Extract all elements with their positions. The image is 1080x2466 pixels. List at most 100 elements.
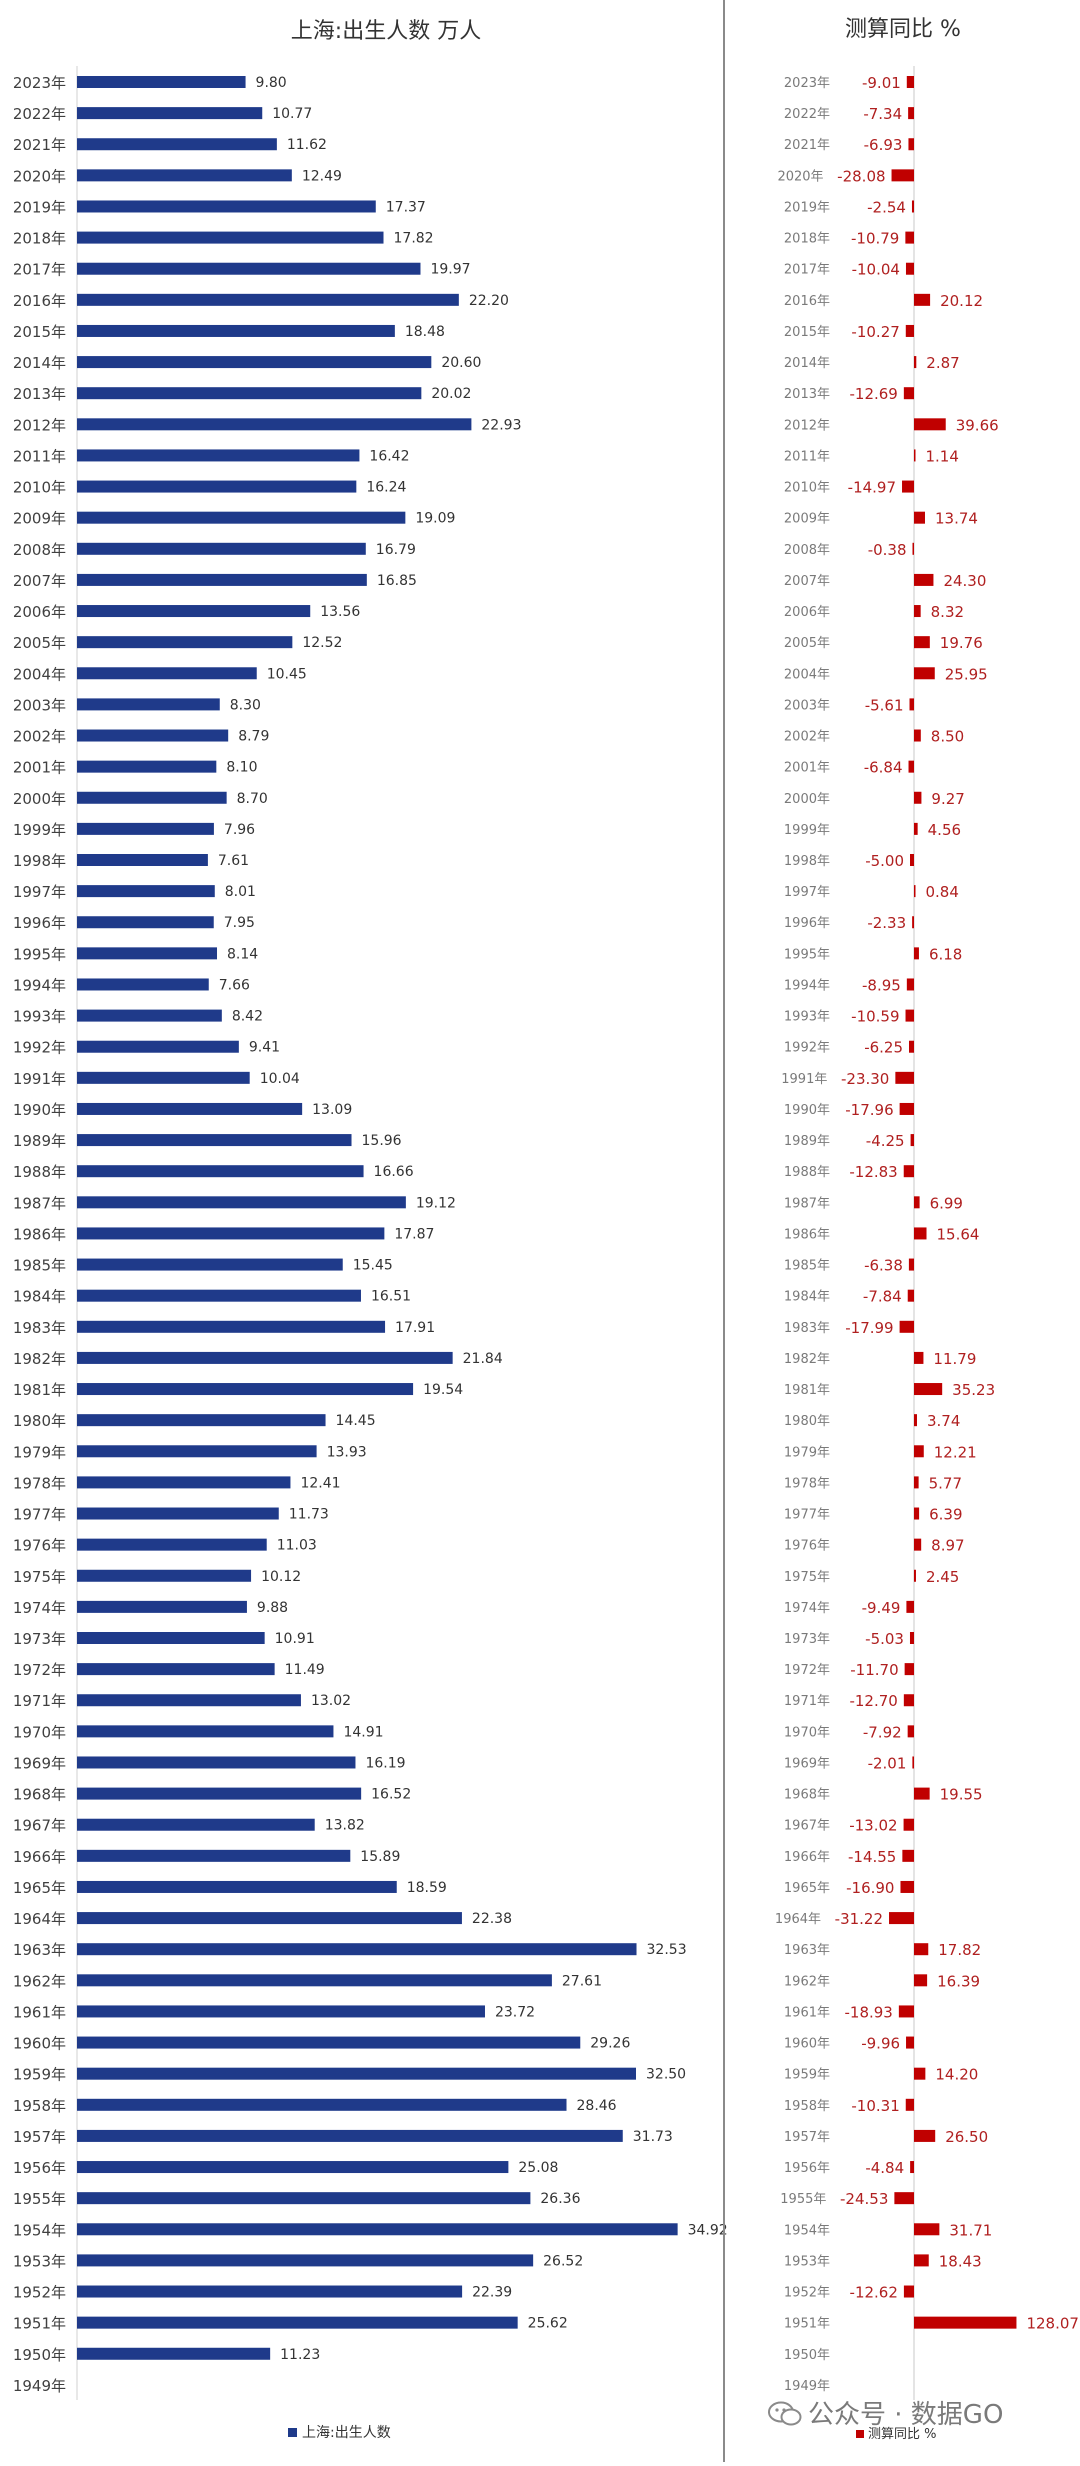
left-tick-label: 2021年 bbox=[13, 136, 66, 154]
left-data-label: 15.96 bbox=[362, 1133, 402, 1149]
right-data-label: -23.30 bbox=[841, 1070, 889, 1088]
left-tick-label: 2000年 bbox=[13, 790, 66, 808]
left-bar bbox=[77, 1507, 279, 1520]
left-tick-label: 2003年 bbox=[13, 696, 66, 714]
left-data-label: 16.19 bbox=[365, 1755, 405, 1771]
right-data-label: -8.95 bbox=[862, 976, 901, 994]
right-tick-label: 1986年 bbox=[784, 1227, 830, 1242]
right-data-label: -5.00 bbox=[865, 852, 904, 870]
right-bar bbox=[912, 1756, 914, 1769]
right-tick-label: 1985年 bbox=[784, 1259, 830, 1274]
left-bar bbox=[77, 2129, 623, 2142]
right-tick-label: 1973年 bbox=[784, 1632, 830, 1647]
right-data-label: -4.25 bbox=[866, 1132, 905, 1150]
left-data-label: 11.49 bbox=[285, 1662, 325, 1678]
left-data-label: 25.08 bbox=[518, 2160, 558, 2176]
right-bar bbox=[909, 1040, 914, 1053]
right-tick-label: 1963年 bbox=[784, 1943, 830, 1958]
left-bar bbox=[77, 1600, 247, 1613]
left-bar bbox=[77, 1756, 356, 1769]
left-data-label: 10.12 bbox=[261, 1569, 301, 1585]
right-bar bbox=[914, 885, 916, 898]
right-bar bbox=[914, 667, 935, 680]
left-tick-label: 1962年 bbox=[13, 1972, 66, 1990]
right-tick-label: 1976年 bbox=[784, 1539, 830, 1554]
left-tick-label: 1984年 bbox=[13, 1288, 66, 1306]
left-data-label: 7.96 bbox=[224, 822, 255, 838]
right-tick-label: 2015年 bbox=[784, 325, 830, 340]
left-data-label: 8.79 bbox=[238, 729, 269, 745]
right-data-label: -31.22 bbox=[835, 1910, 883, 1928]
right-bar bbox=[910, 1134, 914, 1147]
right-tick-label: 2010年 bbox=[784, 481, 830, 496]
right-data-label: -0.38 bbox=[868, 541, 907, 559]
left-tick-label: 2005年 bbox=[13, 634, 66, 652]
right-bar bbox=[914, 2223, 940, 2236]
right-data-label: -6.25 bbox=[864, 1039, 903, 1057]
left-data-label: 22.38 bbox=[472, 1911, 512, 1927]
left-bar bbox=[77, 1165, 364, 1178]
left-data-label: 13.82 bbox=[325, 1818, 365, 1834]
left-data-label: 23.72 bbox=[495, 2004, 535, 2020]
right-tick-label: 2023年 bbox=[784, 76, 830, 91]
right-bar bbox=[903, 387, 914, 400]
left-data-label: 20.02 bbox=[431, 386, 471, 402]
left-bar bbox=[77, 542, 366, 555]
right-tick-label: 1988年 bbox=[784, 1165, 830, 1180]
wechat-icon bbox=[768, 2401, 802, 2426]
right-data-label: -18.93 bbox=[844, 2003, 892, 2021]
left-tick-label: 1989年 bbox=[13, 1132, 66, 1150]
right-bar bbox=[906, 978, 914, 991]
right-data-label: 19.55 bbox=[940, 1786, 983, 1804]
right-bar bbox=[914, 822, 918, 835]
left-data-label: 27.61 bbox=[562, 1973, 602, 1989]
left-data-label: 19.54 bbox=[423, 1382, 463, 1398]
left-bar bbox=[77, 1009, 222, 1022]
left-data-label: 11.62 bbox=[287, 137, 327, 153]
right-data-label: -9.01 bbox=[862, 74, 901, 92]
left-data-label: 17.91 bbox=[395, 1320, 435, 1336]
right-bar bbox=[902, 480, 914, 493]
left-bar bbox=[77, 1663, 275, 1676]
left-data-label: 32.53 bbox=[647, 1942, 687, 1958]
right-bar bbox=[914, 1227, 927, 1240]
right-data-label: 13.74 bbox=[935, 510, 978, 528]
right-data-label: 1.14 bbox=[926, 447, 959, 465]
left-data-label: 8.10 bbox=[226, 760, 257, 776]
right-tick-label: 1962年 bbox=[784, 1974, 830, 1989]
left-tick-label: 1999年 bbox=[13, 821, 66, 839]
left-tick-label: 1955年 bbox=[13, 2190, 66, 2208]
left-data-label: 31.73 bbox=[633, 2129, 673, 2145]
left-tick-label: 1978年 bbox=[13, 1474, 66, 1492]
left-data-label: 16.79 bbox=[376, 542, 416, 558]
right-bar bbox=[908, 107, 914, 120]
right-data-label: 25.95 bbox=[945, 665, 988, 683]
left-data-label: 19.97 bbox=[430, 262, 470, 278]
left-tick-label: 1998年 bbox=[13, 852, 66, 870]
left-tick-label: 1959年 bbox=[13, 2066, 66, 2084]
right-data-label: 20.12 bbox=[940, 292, 983, 310]
right-legend-label: 测算同比 % bbox=[868, 2427, 937, 2442]
right-tick-label: 2004年 bbox=[784, 667, 830, 682]
right-bar bbox=[914, 1569, 916, 1582]
right-tick-label: 2007年 bbox=[784, 574, 830, 589]
left-data-label: 13.93 bbox=[327, 1444, 367, 1460]
right-tick-label: 1995年 bbox=[784, 947, 830, 962]
left-tick-label: 2006年 bbox=[13, 603, 66, 621]
right-bar bbox=[914, 2316, 1017, 2329]
left-data-label: 34.92 bbox=[688, 2222, 728, 2238]
left-bar bbox=[77, 885, 215, 898]
left-tick-label: 1966年 bbox=[13, 1848, 66, 1866]
right-data-label: -7.92 bbox=[863, 1723, 902, 1741]
right-data-label: 6.18 bbox=[929, 945, 962, 963]
left-tick-label: 1980年 bbox=[13, 1412, 66, 1430]
right-bar bbox=[907, 1725, 914, 1738]
right-tick-label: 2013年 bbox=[784, 387, 830, 402]
right-tick-label: 1983年 bbox=[784, 1321, 830, 1336]
right-data-label: 8.50 bbox=[931, 728, 964, 746]
left-data-label: 22.93 bbox=[481, 417, 521, 433]
right-legend-swatch bbox=[856, 2430, 864, 2438]
right-tick-label: 2005年 bbox=[784, 636, 830, 651]
right-data-label: 2.87 bbox=[926, 354, 959, 372]
right-tick-label: 1990年 bbox=[784, 1103, 830, 1118]
